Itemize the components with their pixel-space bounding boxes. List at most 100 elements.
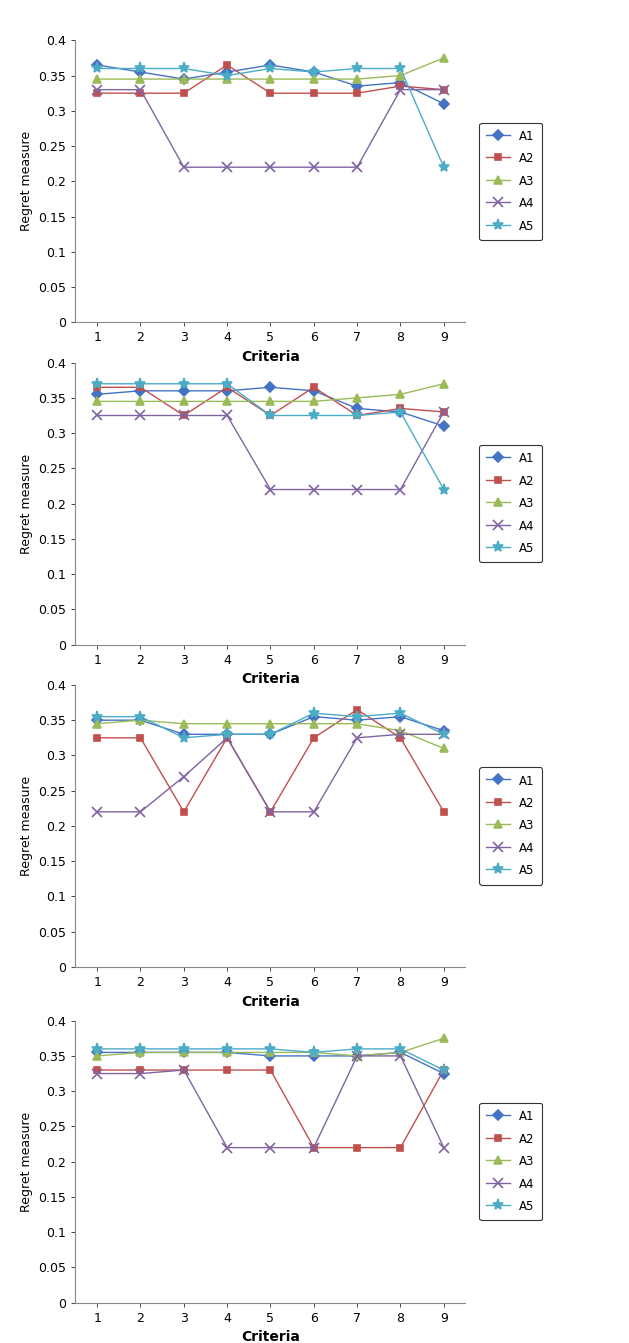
Line: A2: A2 xyxy=(94,62,447,97)
A2 xyxy=(397,78,404,94)
Line: A5: A5 xyxy=(92,63,449,173)
A4 xyxy=(440,727,448,743)
A1 xyxy=(223,64,231,81)
A2 xyxy=(93,729,101,745)
A3 xyxy=(223,1045,231,1061)
A1 xyxy=(353,712,361,728)
A5 xyxy=(353,709,361,725)
A5 xyxy=(93,376,101,392)
A2 xyxy=(440,82,448,98)
A3 xyxy=(440,376,448,392)
A4 xyxy=(310,160,318,176)
A4 xyxy=(180,1062,187,1078)
Legend: A1, A2, A3, A4, A5: A1, A2, A3, A4, A5 xyxy=(479,122,542,240)
Line: A4: A4 xyxy=(92,407,448,494)
A1 xyxy=(440,418,448,434)
Legend: A1, A2, A3, A4, A5: A1, A2, A3, A4, A5 xyxy=(479,1103,542,1221)
A2 xyxy=(136,1062,144,1078)
A4 xyxy=(440,1139,448,1155)
A3 xyxy=(440,1030,448,1046)
A1 xyxy=(353,1048,361,1064)
A2 xyxy=(397,729,404,745)
A2 xyxy=(353,701,361,717)
A1 xyxy=(397,1045,404,1061)
A2 xyxy=(223,1062,231,1078)
X-axis label: Criteria: Criteria xyxy=(241,1331,300,1343)
A4 xyxy=(310,803,318,819)
Line: A3: A3 xyxy=(93,54,448,83)
Line: A5: A5 xyxy=(92,708,449,744)
A3 xyxy=(440,50,448,66)
A3 xyxy=(310,393,318,410)
Line: A3: A3 xyxy=(93,716,448,752)
A2 xyxy=(440,803,448,819)
A1 xyxy=(136,383,144,399)
A1 xyxy=(93,712,101,728)
A3 xyxy=(397,1045,404,1061)
A3 xyxy=(223,716,231,732)
A2 xyxy=(223,56,231,73)
A1 xyxy=(353,78,361,94)
A5 xyxy=(310,1045,318,1061)
A5 xyxy=(397,1041,404,1057)
A4 xyxy=(267,803,274,819)
A1 xyxy=(93,56,101,73)
A4 xyxy=(93,803,101,819)
A5 xyxy=(136,1041,144,1057)
A3 xyxy=(267,71,274,87)
A2 xyxy=(180,803,187,819)
A5 xyxy=(397,60,404,77)
A1 xyxy=(267,56,274,73)
Line: A2: A2 xyxy=(94,706,447,815)
A5 xyxy=(353,60,361,77)
A2 xyxy=(93,1062,101,1078)
A2 xyxy=(93,85,101,101)
A4 xyxy=(397,1048,404,1064)
A3 xyxy=(267,716,274,732)
A2 xyxy=(353,85,361,101)
Line: A3: A3 xyxy=(93,380,448,406)
A4 xyxy=(180,160,187,176)
A2 xyxy=(267,407,274,423)
A3 xyxy=(440,740,448,756)
X-axis label: Criteria: Criteria xyxy=(241,351,300,364)
Line: A1: A1 xyxy=(94,62,447,107)
A2 xyxy=(310,1139,318,1155)
A5 xyxy=(136,709,144,725)
A5 xyxy=(93,1041,101,1057)
A4 xyxy=(310,482,318,498)
A3 xyxy=(353,716,361,732)
A5 xyxy=(136,376,144,392)
A5 xyxy=(223,1041,231,1057)
A2 xyxy=(440,404,448,420)
A5 xyxy=(397,705,404,721)
A1 xyxy=(310,1048,318,1064)
A2 xyxy=(397,1139,404,1155)
A3 xyxy=(397,67,404,83)
A3 xyxy=(397,723,404,739)
A2 xyxy=(223,379,231,395)
A3 xyxy=(353,1048,361,1064)
A1 xyxy=(440,1065,448,1081)
A4 xyxy=(223,1139,231,1155)
A1 xyxy=(136,712,144,728)
A3 xyxy=(93,1048,101,1064)
A2 xyxy=(223,729,231,745)
A4 xyxy=(223,729,231,745)
Line: A2: A2 xyxy=(94,384,447,419)
Y-axis label: Regret measure: Regret measure xyxy=(20,132,33,231)
A4 xyxy=(136,82,144,98)
Line: A5: A5 xyxy=(92,1044,449,1076)
A5 xyxy=(180,376,187,392)
A3 xyxy=(180,716,187,732)
A1 xyxy=(310,383,318,399)
A2 xyxy=(136,729,144,745)
A2 xyxy=(310,379,318,395)
A2 xyxy=(180,407,187,423)
A2 xyxy=(267,1062,274,1078)
A4 xyxy=(397,82,404,98)
A1 xyxy=(93,387,101,403)
X-axis label: Criteria: Criteria xyxy=(241,995,300,1009)
A3 xyxy=(310,1045,318,1061)
A4 xyxy=(136,803,144,819)
